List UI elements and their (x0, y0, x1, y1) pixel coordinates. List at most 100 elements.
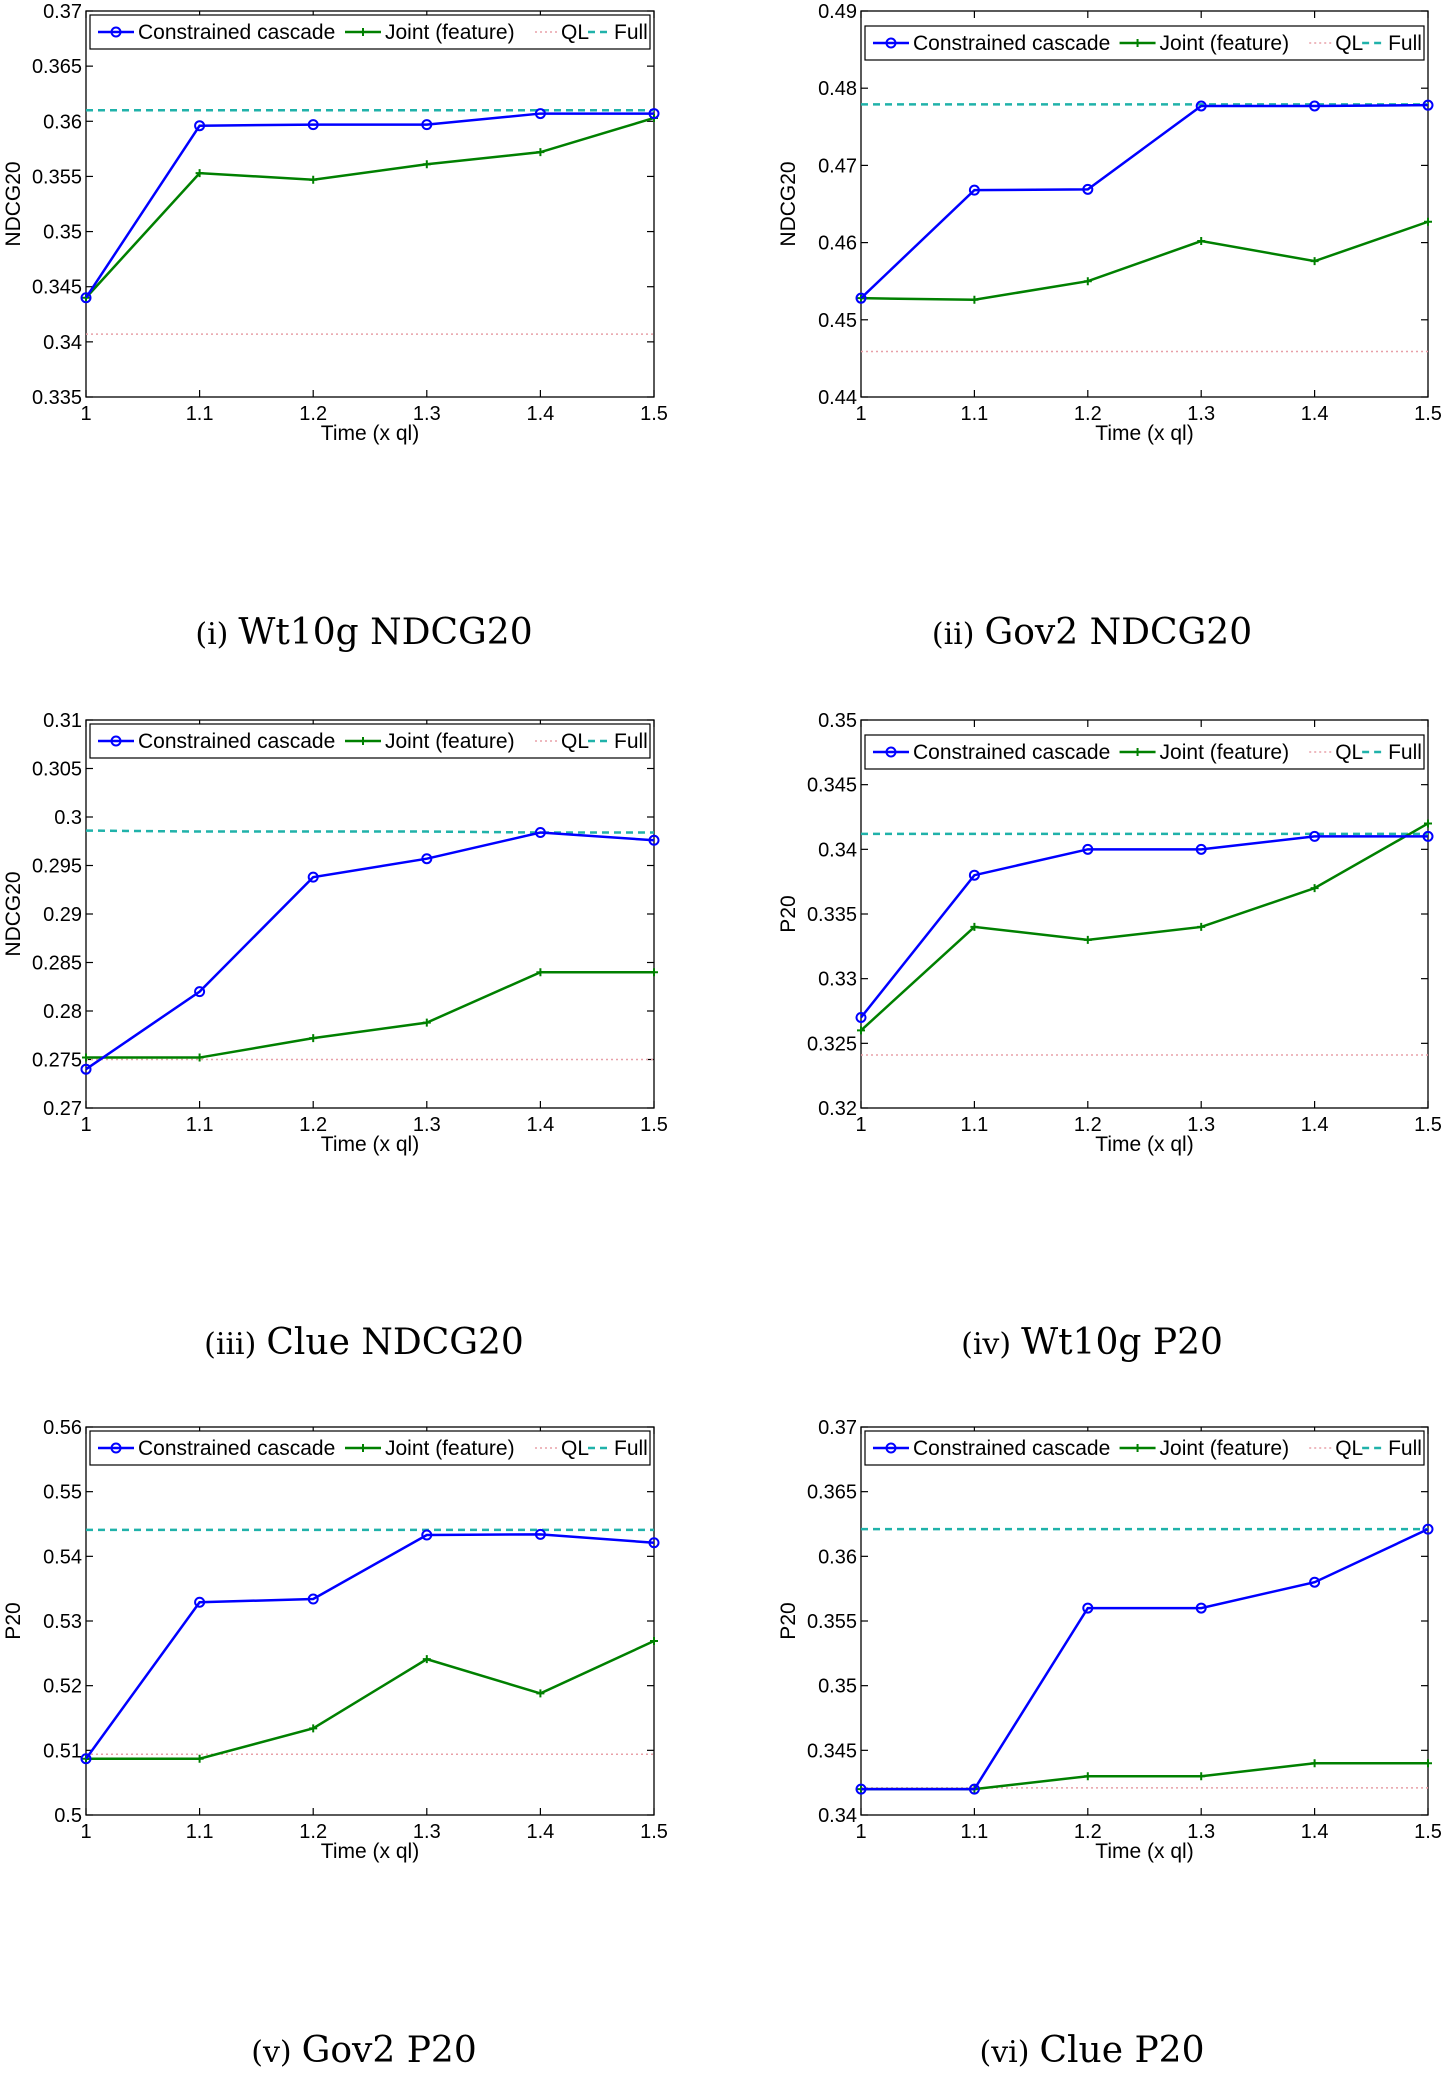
y-tick-label: 0.285 (32, 953, 82, 975)
data-point-joint (1083, 277, 1092, 286)
caption-text: Gov2 NDCG20 (984, 612, 1253, 653)
data-point-joint (970, 922, 979, 931)
x-tick-label: 1 (80, 403, 91, 425)
data-point-cascade (534, 827, 546, 839)
data-point-cascade (1082, 1602, 1094, 1614)
series-line-cascade (85, 831, 655, 1071)
series-line-joint (86, 970, 654, 1059)
y-tick-label: 0.3 (54, 807, 82, 829)
x-tick-label: 1.1 (960, 1821, 988, 1843)
legend-marker-circle-icon (885, 37, 897, 49)
data-point-cascade (1422, 1523, 1434, 1535)
y-tick-label: 0.37 (818, 1417, 857, 1439)
y-axis-label: NDCG20 (777, 161, 800, 246)
y-tick-label: 0.28 (43, 1001, 82, 1023)
y-tick-label: 0.56 (43, 1417, 82, 1439)
y-tick-label: 0.52 (43, 1676, 82, 1698)
x-tick-label: 1.2 (299, 1821, 327, 1843)
chart-6: 0.34 0.345 0.35 0.355 0.36 0.365 0.37 1 1.1 1.2 1.… (777, 1417, 1442, 1863)
data-point-joint (309, 175, 318, 184)
legend: Constrained cascade Joint (feature) QL Full (864, 734, 1425, 770)
series-line-joint (860, 822, 1429, 1032)
legend-label-ql: QL (1335, 741, 1363, 764)
x-tick-label: 1.2 (1074, 1821, 1102, 1843)
legend-label-cascade: Constrained cascade (138, 730, 335, 753)
legend-label-joint: Joint (feature) (385, 1437, 515, 1460)
plot-area (860, 1426, 1429, 1816)
series-line-joint (85, 116, 655, 299)
y-tick-label: 0.345 (807, 775, 857, 797)
data-point-cascade (855, 292, 867, 304)
y-tick-label: 0.32 (818, 1098, 857, 1120)
data-point-joint (1083, 935, 1092, 944)
data-point-cascade (1309, 830, 1321, 842)
series-line-full (85, 829, 654, 834)
x-tick-label: 1.1 (186, 1114, 214, 1136)
y-tick-label: 0.34 (818, 839, 857, 861)
data-point-cascade (1195, 843, 1207, 855)
data-point-joint (1083, 1772, 1092, 1781)
data-point-cascade (534, 1528, 546, 1540)
y-tick-label: 0.55 (43, 1482, 82, 1504)
series-line-joint (86, 1639, 655, 1760)
plot-area (85, 1426, 655, 1816)
legend-label-full: Full (1388, 1437, 1422, 1460)
data-point-joint (1197, 237, 1206, 246)
legend-label-ql: QL (1335, 1437, 1363, 1460)
data-point-joint (1424, 217, 1432, 226)
data-point-cascade (1082, 843, 1094, 855)
x-axis-label: Time (x ql) (321, 1133, 419, 1156)
caption-4: (iv) Wt10g P20 (728, 1322, 1456, 1363)
legend-label-ql: QL (561, 1437, 589, 1460)
data-point-cascade (307, 871, 319, 883)
chart-3: 0.27 0.275 0.28 0.285 0.29 0.295 0.3 0.305 0.31 1… (2, 710, 668, 1156)
legend-marker-plus-icon (359, 1444, 367, 1452)
caption-text: Wt10g P20 (1021, 1322, 1223, 1363)
legend-label-joint: Joint (feature) (385, 21, 515, 44)
x-tick-label: 1.4 (1301, 1114, 1329, 1136)
data-point-cascade (80, 292, 92, 304)
legend: Constrained cascade Joint (feature) QL Full (864, 25, 1425, 61)
x-tick-label: 1.3 (1187, 1114, 1215, 1136)
chart-2: 0.44 0.45 0.46 0.47 0.48 0.49 1 1.1 1.2 1.3 1.4 1.5… (777, 1, 1442, 445)
series-line-joint (860, 220, 1429, 301)
x-tick-label: 1.3 (413, 1114, 441, 1136)
y-tick-label: 0.34 (43, 332, 82, 354)
x-tick-label: 1.2 (299, 1114, 327, 1136)
y-tick-label: 0.54 (43, 1546, 82, 1568)
legend-label-cascade: Constrained cascade (138, 1437, 335, 1460)
data-point-cascade (1309, 1576, 1321, 1588)
data-point-cascade (421, 119, 433, 131)
x-axis-label: Time (x ql) (1095, 422, 1193, 445)
data-point-cascade (194, 120, 206, 132)
data-point-joint (1197, 1772, 1206, 1781)
data-point-joint (1310, 257, 1319, 266)
y-tick-label: 0.53 (43, 1611, 82, 1633)
x-axis-label: Time (x ql) (1095, 1133, 1193, 1156)
caption-2: (ii) Gov2 NDCG20 (728, 612, 1456, 653)
x-axis-label: Time (x ql) (1095, 1840, 1193, 1863)
data-point-joint (309, 1724, 318, 1733)
legend-label-cascade: Constrained cascade (913, 741, 1110, 764)
x-tick-label: 1.5 (640, 1821, 668, 1843)
y-tick-label: 0.35 (818, 710, 857, 732)
data-point-joint (82, 293, 90, 302)
x-tick-label: 1.3 (413, 1821, 441, 1843)
data-point-cascade (307, 119, 319, 131)
data-point-cascade (1082, 183, 1094, 195)
y-tick-label: 0.45 (818, 310, 857, 332)
x-tick-label: 1.5 (640, 1114, 668, 1136)
x-tick-label: 1.2 (1074, 1114, 1102, 1136)
caption-text: Clue NDCG20 (266, 1322, 524, 1363)
caption-1: (i) Wt10g NDCG20 (0, 612, 728, 653)
caption-number: (ii) (931, 617, 975, 652)
data-point-joint (1424, 819, 1432, 828)
y-tick-label: 0.49 (818, 1, 857, 23)
data-point-cascade (1195, 1602, 1207, 1614)
legend: Constrained cascade Joint (feature) QL Full (89, 723, 651, 759)
y-tick-label: 0.51 (43, 1740, 82, 1762)
legend-marker-plus-icon (1133, 748, 1142, 756)
data-point-cascade (648, 1537, 660, 1549)
legend-marker-circle-icon (885, 746, 897, 758)
legend-label-full: Full (614, 1437, 648, 1460)
